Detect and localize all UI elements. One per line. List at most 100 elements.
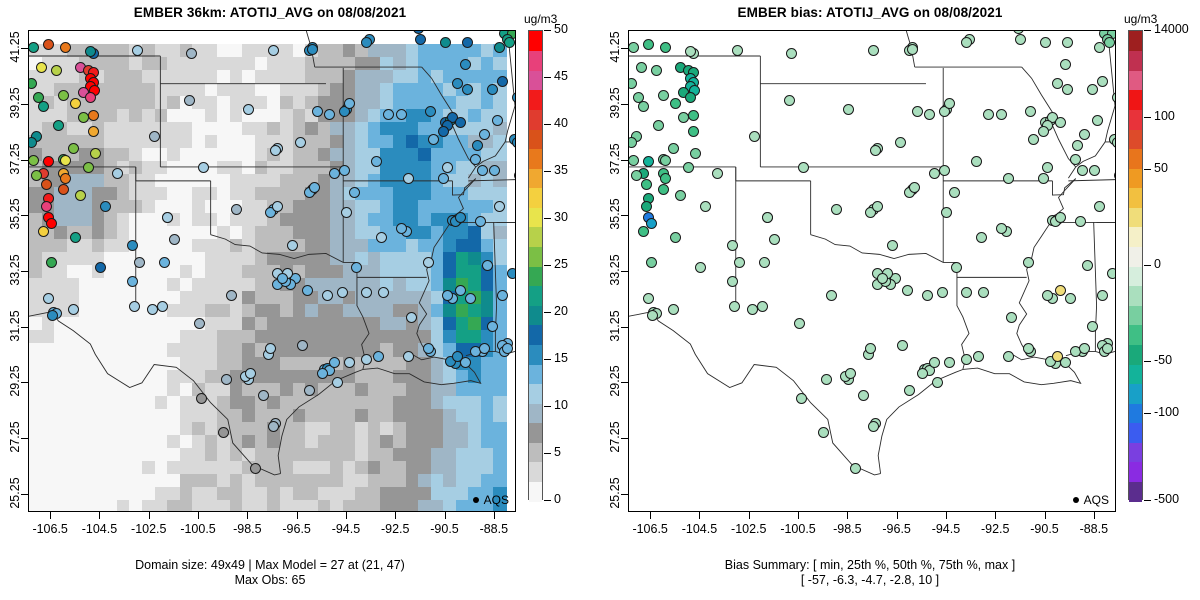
colorbar-segment xyxy=(1129,324,1142,345)
raster-cell xyxy=(54,369,68,384)
raster-cell xyxy=(443,395,457,410)
raster-cell xyxy=(141,291,156,306)
raster-cell xyxy=(292,213,306,227)
raster-cell xyxy=(66,369,80,384)
raster-cell xyxy=(367,121,382,136)
raster-cell xyxy=(242,82,256,97)
raster-cell xyxy=(229,43,244,58)
left-aqs-legend: AQS xyxy=(472,493,509,507)
aqs-observation-marker xyxy=(395,223,407,235)
raster-cell xyxy=(91,304,105,319)
raster-cell xyxy=(392,43,407,58)
raster-cell xyxy=(116,278,131,292)
aqs-observation-marker xyxy=(331,376,343,388)
raster-cell xyxy=(167,56,181,71)
aqs-observation-marker xyxy=(193,318,205,330)
colorbar-segment xyxy=(1129,207,1142,228)
raster-cell xyxy=(430,356,444,371)
bias-panel: EMBER bias: ATOTIJ_AVG on 08/08/2021 AQS… xyxy=(600,0,1200,600)
raster-cell xyxy=(29,213,43,227)
colorbar-segment xyxy=(529,128,542,150)
aqs-bias-marker xyxy=(842,103,854,115)
raster-cell xyxy=(480,69,495,84)
raster-cell xyxy=(54,291,68,306)
aqs-observation-marker xyxy=(454,284,466,296)
right-plot-area xyxy=(629,31,1115,511)
raster-cell xyxy=(342,239,356,253)
raster-cell xyxy=(317,343,331,358)
raster-cell xyxy=(367,265,382,279)
raster-cell xyxy=(493,226,507,240)
raster-cell xyxy=(392,382,407,397)
raster-cell xyxy=(292,304,306,319)
raster-cell xyxy=(267,395,281,410)
raster-cell xyxy=(217,356,231,371)
raster-cell xyxy=(468,382,482,397)
raster-cell xyxy=(280,304,294,319)
raster-cell xyxy=(167,186,181,201)
raster-cell xyxy=(141,186,156,201)
raster-cell xyxy=(305,213,319,227)
raster-cell xyxy=(154,69,168,84)
colorbar-segment xyxy=(1129,285,1142,306)
aqs-bias-marker xyxy=(1096,290,1108,302)
raster-cell xyxy=(380,330,394,345)
raster-cell xyxy=(468,200,482,214)
right-caption-line2: [ -57, -6.3, -4.7, -2.8, 10 ] xyxy=(800,573,940,587)
aqs-bias-marker xyxy=(1091,114,1103,126)
raster-cell xyxy=(342,69,356,84)
raster-cell xyxy=(129,56,143,71)
raster-cell xyxy=(254,369,269,384)
raster-cell xyxy=(229,356,244,371)
aqs-bias-marker xyxy=(1059,58,1071,70)
raster-cell xyxy=(380,147,394,162)
aqs-bias-marker xyxy=(1072,139,1084,151)
raster-cell xyxy=(179,82,193,97)
raster-cell xyxy=(167,395,181,410)
raster-cell xyxy=(242,173,256,188)
y-axis-tick xyxy=(21,493,28,495)
raster-cell xyxy=(116,82,131,97)
raster-cell xyxy=(29,291,43,306)
raster-cell xyxy=(41,317,55,332)
colorbar-tick xyxy=(544,500,551,501)
raster-cell xyxy=(418,395,432,410)
raster-cell xyxy=(430,226,444,240)
raster-cell xyxy=(493,186,507,201)
raster-cell xyxy=(317,134,331,149)
raster-cell xyxy=(405,69,419,84)
raster-cell xyxy=(330,134,344,149)
raster-cell xyxy=(91,56,105,71)
colorbar-tick xyxy=(1144,116,1151,118)
raster-cell xyxy=(217,395,231,410)
raster-cell xyxy=(254,317,269,332)
raster-cell xyxy=(405,213,419,227)
raster-cell xyxy=(204,121,218,136)
raster-cell xyxy=(242,147,256,162)
raster-cell xyxy=(217,213,231,227)
raster-cell xyxy=(280,382,294,397)
y-axis-tick xyxy=(621,103,628,105)
raster-cell xyxy=(418,278,432,292)
aqs-observation-marker xyxy=(361,36,373,48)
raster-cell xyxy=(430,252,444,266)
raster-cell xyxy=(129,108,143,123)
raster-cell xyxy=(41,239,55,253)
raster-cell xyxy=(254,356,269,371)
colorbar-segment xyxy=(1129,344,1142,365)
raster-cell xyxy=(54,356,68,371)
raster-cell xyxy=(29,278,43,292)
raster-cell xyxy=(242,56,256,71)
raster-cell xyxy=(317,252,331,266)
aqs-observation-marker xyxy=(469,153,481,165)
colorbar-tick-label: 10 xyxy=(554,398,568,412)
raster-cell xyxy=(355,108,369,123)
raster-cell xyxy=(192,382,206,397)
aqs-observation-marker xyxy=(459,58,471,70)
aqs-bias-marker xyxy=(759,256,771,268)
raster-cell xyxy=(204,95,218,110)
raster-cell xyxy=(267,121,281,136)
raster-cell xyxy=(66,265,80,279)
raster-cell xyxy=(204,304,218,319)
raster-cell xyxy=(91,213,105,227)
